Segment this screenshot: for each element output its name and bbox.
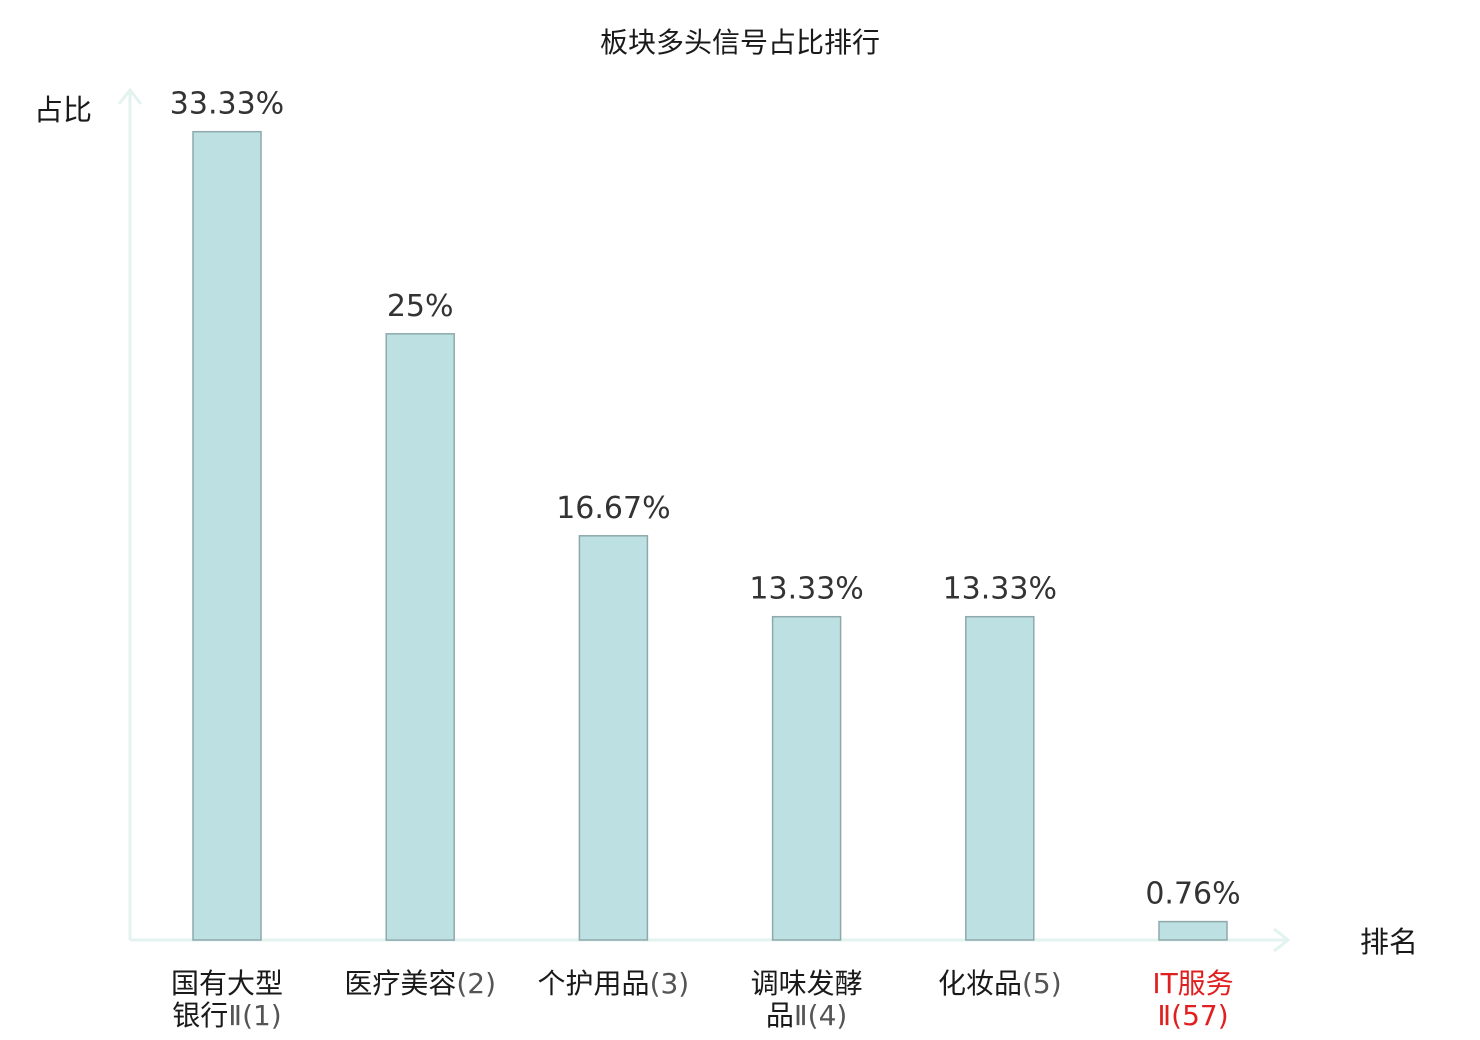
bar-4 [771,615,842,941]
x-axis [130,927,1291,953]
x-axis-label: 排名 [1360,925,1418,959]
value-label-6: 0.76% [1145,877,1240,912]
y-axis-arrow [117,87,143,105]
value-label-5: 13.33% [943,572,1057,607]
value-label-4: 13.33% [749,572,863,607]
value-label-1: 33.33% [170,87,284,122]
category-label-line: 化妆品(5) [938,967,1062,1000]
category-label-5: 化妆品(5) [938,967,1062,1000]
category-rank: Ⅱ(4) [794,999,847,1032]
bar-5 [965,615,1035,941]
category-label-line: 品Ⅱ(4) [766,999,847,1032]
bar-6 [1158,920,1228,941]
y-axis [117,87,143,940]
category-label-6: IT服务 Ⅱ(57) [1152,967,1233,1032]
category-name: 医疗美容 [344,967,456,1000]
category-label-line: 银行Ⅱ(1) [172,999,281,1032]
chart-title: 板块多头信号占比排行 [600,26,880,59]
category-label-2: 医疗美容(2) [344,967,496,1000]
value-label-3: 16.67% [556,491,670,526]
category-label-line: 医疗美容(2) [344,967,496,1000]
category-label-line: Ⅱ(57) [1157,999,1228,1032]
value-labels-group: 33.33% 25% 16.67% 13.33% 13.33% 0.76% [170,87,1241,912]
category-label-line: 国有大型 [171,967,283,1000]
category-rank: (5) [1022,967,1062,1000]
category-name: 个护用品 [538,967,650,1000]
category-rank: (2) [456,967,496,1000]
bar-1 [192,130,262,941]
category-name: 银行 [172,999,228,1032]
y-axis-label: 占比 [34,93,92,127]
category-name: IT服务 [1152,967,1233,1000]
category-label-line: 个护用品(3) [538,967,690,1000]
value-label-2: 25% [387,289,454,324]
category-label-line: IT服务 [1152,967,1233,1000]
bar-3 [578,535,649,941]
bars-group [192,130,1228,941]
bar-2 [385,333,455,941]
category-name: 国有大型 [171,967,283,1000]
category-rank: Ⅱ(57) [1157,999,1228,1032]
category-label-1: 国有大型银行Ⅱ(1) [171,967,283,1032]
x-axis-arrow [1273,927,1291,953]
category-label-line: 调味发酵 [751,967,863,1000]
category-label-3: 个护用品(3) [538,967,690,1000]
category-name: 化妆品 [938,967,1022,1000]
category-label-4: 调味发酵品Ⅱ(4) [751,967,863,1032]
category-name: 品 [766,999,794,1032]
category-rank: (3) [650,967,690,1000]
category-rank: Ⅱ(1) [228,999,281,1032]
category-name: 调味发酵 [751,967,863,1000]
category-labels-group: 国有大型银行Ⅱ(1) 医疗美容(2) 个护用品(3) 调味发酵品Ⅱ(4) 化妆品(5) I… [171,967,1234,1032]
